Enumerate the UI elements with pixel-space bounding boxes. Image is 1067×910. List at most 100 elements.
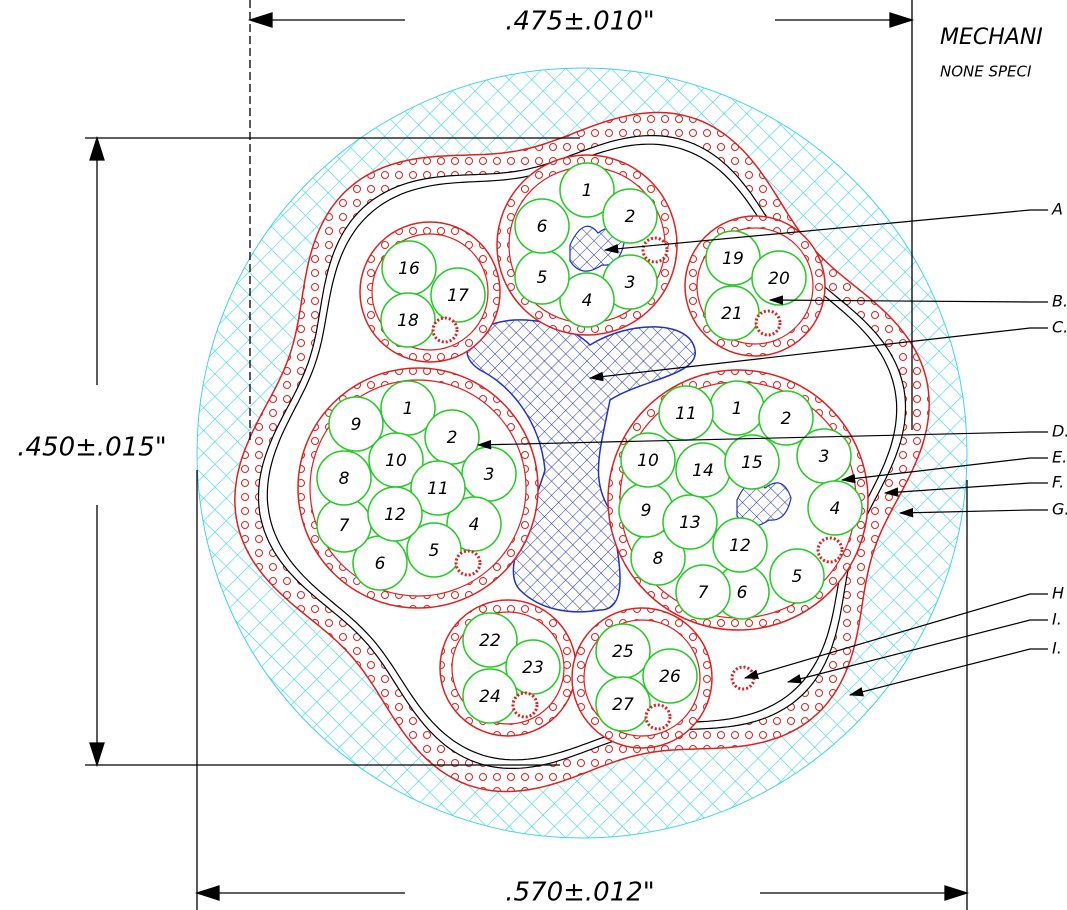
wire-number: 6 xyxy=(375,554,386,574)
title-line: NONE SPECI xyxy=(940,63,1032,81)
wire-number: 1 xyxy=(582,181,593,201)
dim-top: .475±.010" xyxy=(505,7,655,37)
leader-line xyxy=(588,327,1048,382)
wire-number: 4 xyxy=(582,291,593,311)
conductor xyxy=(410,460,466,516)
wire-number: 4 xyxy=(830,499,841,519)
wire-number: 22 xyxy=(479,631,501,651)
wire-number: 10 xyxy=(637,451,659,471)
wire-number: 13 xyxy=(679,513,701,533)
title-line: MECHANI xyxy=(940,25,1043,50)
conductor xyxy=(662,494,718,550)
callout-label: I. xyxy=(1052,610,1062,629)
conductor xyxy=(430,267,486,323)
wire-number: 27 xyxy=(612,695,634,715)
wire-number: 2 xyxy=(781,409,792,429)
conductor xyxy=(595,676,651,732)
leader-line xyxy=(476,431,1048,450)
conductor xyxy=(328,396,384,452)
wire-number: 10 xyxy=(385,451,407,471)
wire-number: 12 xyxy=(384,505,406,525)
wire-number: 2 xyxy=(625,207,636,227)
wire-number: 9 xyxy=(351,415,362,435)
leader-line xyxy=(786,619,1048,684)
wire-number: 17 xyxy=(447,286,469,306)
conductor xyxy=(758,390,814,446)
wire-number: 2 xyxy=(447,428,458,448)
wire-number: 7 xyxy=(339,516,350,536)
callout-label: F. xyxy=(1052,473,1064,492)
conductor xyxy=(724,434,780,490)
drain-wire xyxy=(641,236,669,264)
wire-number: 8 xyxy=(339,469,350,489)
conductor xyxy=(642,648,698,704)
wire-number: 11 xyxy=(675,404,697,424)
callouts: A B. C. D. E. F. G. H I. I. xyxy=(476,200,1067,697)
wire-number: 3 xyxy=(484,465,495,485)
conductor xyxy=(807,480,863,536)
wire-number: 8 xyxy=(653,549,664,569)
callout-label: E. xyxy=(1052,448,1067,467)
leader-line xyxy=(743,593,1048,679)
wire-number: 4 xyxy=(469,515,480,535)
conductor xyxy=(367,486,423,542)
drain-wire xyxy=(816,536,844,564)
wire-number: 21 xyxy=(721,304,743,324)
wire-number: 5 xyxy=(429,541,440,561)
wire-number: 15 xyxy=(741,453,763,473)
conductor xyxy=(559,272,615,328)
wire-number: 1 xyxy=(403,399,414,419)
wire-number: 11 xyxy=(427,479,449,499)
shell-line xyxy=(266,143,898,761)
drain-wire xyxy=(754,309,782,337)
wire-number: 5 xyxy=(537,268,548,288)
drain-wire xyxy=(644,703,672,731)
wire-number: 6 xyxy=(737,583,748,603)
dimensions xyxy=(85,0,970,910)
callout-label: D. xyxy=(1052,422,1067,441)
conductor xyxy=(462,668,518,724)
callout-label: H xyxy=(1052,584,1064,603)
drain-wire xyxy=(431,316,459,344)
leader-line xyxy=(898,507,1048,518)
conductor xyxy=(704,285,760,341)
callout-label: A xyxy=(1051,200,1063,219)
dim-bottom: .570±.012" xyxy=(505,878,655,908)
leader-line xyxy=(840,457,1048,484)
wire-number: 5 xyxy=(792,567,803,587)
callout-label: G. xyxy=(1052,500,1067,519)
wire-number: 3 xyxy=(625,273,636,293)
conductor xyxy=(712,517,768,573)
conductor xyxy=(424,409,480,465)
conductor xyxy=(406,522,462,578)
conductor xyxy=(514,198,570,254)
wire-number: 25 xyxy=(612,642,634,662)
wire-number: 20 xyxy=(768,269,790,289)
leader-line xyxy=(603,209,1048,254)
conductor xyxy=(751,250,807,306)
conductor xyxy=(505,639,561,695)
conductor xyxy=(316,450,372,506)
wire-number: 9 xyxy=(641,501,652,521)
wire-number: 3 xyxy=(819,447,830,467)
wire-number: 16 xyxy=(398,259,420,279)
conductor xyxy=(620,432,676,488)
drain-wire xyxy=(454,549,482,577)
wire-number: 24 xyxy=(479,687,501,707)
drain-wire xyxy=(730,665,756,691)
wire-number: 14 xyxy=(692,461,714,481)
leader-line xyxy=(883,482,1048,497)
callout-label: I. xyxy=(1052,639,1062,658)
drain-wire xyxy=(511,691,539,719)
wire-number: 6 xyxy=(537,217,548,237)
dim-left: .450±.015" xyxy=(17,433,167,463)
wire-number: 7 xyxy=(698,583,709,603)
conductor xyxy=(559,162,615,218)
callout-label: B. xyxy=(1052,292,1067,311)
conductor xyxy=(602,188,658,244)
wire-number: 1 xyxy=(732,399,743,419)
conductor xyxy=(380,292,436,348)
conductor xyxy=(769,548,825,604)
conductor xyxy=(462,612,518,668)
